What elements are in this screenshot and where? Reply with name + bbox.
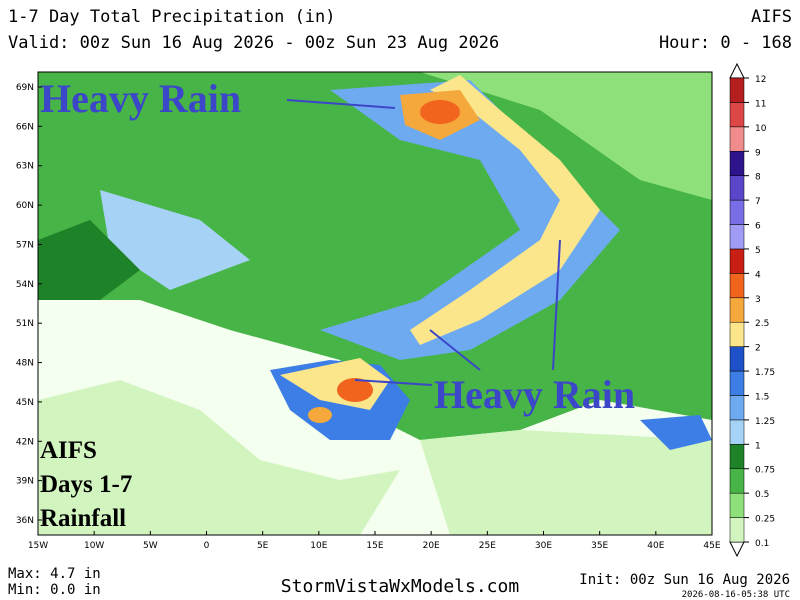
overlay-text: Rainfall [40, 505, 126, 532]
overlay-text: AIFS [40, 437, 97, 464]
model: AIFS [751, 7, 792, 27]
lon-label: 40E [647, 541, 664, 551]
lat-label: 57N [16, 240, 34, 250]
lat-label: 39N [16, 477, 34, 487]
colorbar-label: 8 [755, 173, 761, 183]
colorbar-swatch [729, 468, 745, 494]
timestamp: 2026-08-16-05:38 UTC [682, 590, 790, 600]
colorbar-label: 1 [755, 441, 761, 451]
colorbar-label: 2 [755, 344, 761, 354]
colorbar-swatch [729, 444, 745, 469]
lon-label: 0 [204, 541, 210, 551]
lon-label: 20E [423, 541, 440, 551]
colorbar-swatch [729, 102, 745, 128]
max: Max: 4.7 in [8, 566, 101, 582]
lat-label: 69N [16, 83, 34, 93]
colorbar-label: 2.5 [755, 319, 769, 329]
colorbar-label: 1.25 [755, 417, 775, 427]
colorbar-swatch [729, 199, 745, 225]
colorbar-swatch [729, 370, 745, 396]
colorbar-swatch [729, 492, 745, 518]
lat-label: 63N [16, 162, 34, 172]
map: Heavy Rain Heavy Rain AIFS Days 1-7 Rain… [16, 71, 721, 551]
lon-label: 10W [84, 541, 104, 551]
hour: Hour: 0 - 168 [659, 33, 792, 53]
colorbar-swatch [729, 151, 745, 176]
colorbar-label: 0.5 [755, 490, 769, 500]
lon-label: 5E [257, 541, 269, 551]
colorbar-label: 6 [755, 222, 761, 232]
lat-label: 48N [16, 359, 34, 369]
annotation: Heavy Rain [40, 76, 241, 121]
lon-label: 10E [310, 541, 327, 551]
colorbar-swatch [729, 517, 745, 543]
colorbar-label: 4 [755, 270, 761, 280]
valid: Valid: 00z Sun 16 Aug 2026 - 00z Sun 23 … [8, 33, 499, 53]
colorbar-label: 7 [755, 197, 761, 207]
lat-label: 66N [16, 122, 34, 132]
colorbar-swatch [729, 321, 745, 347]
lon-label: 15E [366, 541, 383, 551]
colorbar-label: 0.1 [755, 539, 769, 549]
colorbar-label: 9 [755, 148, 761, 158]
colorbar-label: 11 [755, 99, 766, 109]
lat-label: 54N [16, 280, 34, 290]
colorbar-swatch [729, 77, 745, 103]
colorbar-label: 10 [755, 124, 767, 134]
colorbar-label: 3 [755, 295, 761, 305]
lon-label: 15W [28, 541, 48, 551]
colorbar-label: 1.75 [755, 368, 775, 378]
colorbar-label: 1.5 [755, 392, 769, 402]
colorbar-swatch [729, 395, 745, 421]
colorbar-swatch [729, 419, 745, 445]
colorbar-swatch [729, 126, 745, 152]
colorbar-label: 0.75 [755, 466, 775, 476]
colorbar-swatch [729, 175, 745, 201]
lat-label: 36N [16, 516, 34, 526]
min: Min: 0.0 in [8, 582, 101, 598]
title: 1-7 Day Total Precipitation (in) [8, 7, 336, 27]
colorbar-swatch [729, 273, 745, 299]
map-ticks: 69N 66N 63N 60N 57N 54N 51N 48N 45N 42N 39N 36N 15W 1… [16, 83, 721, 551]
lon-label: 30E [535, 541, 552, 551]
colorbar: 0.1 0.25 0.5 0.75 1 1.25 1.5 1.75 2 2.5 3 4 5 6 7 8 9 10 1… [729, 62, 775, 558]
colorbar-swatch [729, 224, 745, 250]
lon-label: 45E [703, 541, 720, 551]
init: Init: 00z Sun 16 Aug 2026 [579, 572, 790, 588]
lon-label: 25E [479, 541, 496, 551]
lat-label: 60N [16, 201, 34, 211]
colorbar-swatch [729, 346, 745, 372]
colorbar-swatch [729, 248, 745, 274]
site: StormVistaWxModels.com [281, 576, 519, 597]
lon-label: 5W [143, 541, 158, 551]
colorbar-swatch [729, 297, 745, 323]
lat-label: 45N [16, 398, 34, 408]
annotation: Heavy Rain [434, 372, 635, 417]
lat-label: 51N [16, 319, 34, 329]
colorbar-label: 5 [755, 246, 761, 256]
lon-label: 35E [591, 541, 608, 551]
colorbar-label: 12 [755, 75, 766, 85]
lat-label: 42N [16, 437, 34, 447]
colorbar-label: 0.25 [755, 515, 775, 525]
overlay-text: Days 1-7 [40, 471, 132, 498]
